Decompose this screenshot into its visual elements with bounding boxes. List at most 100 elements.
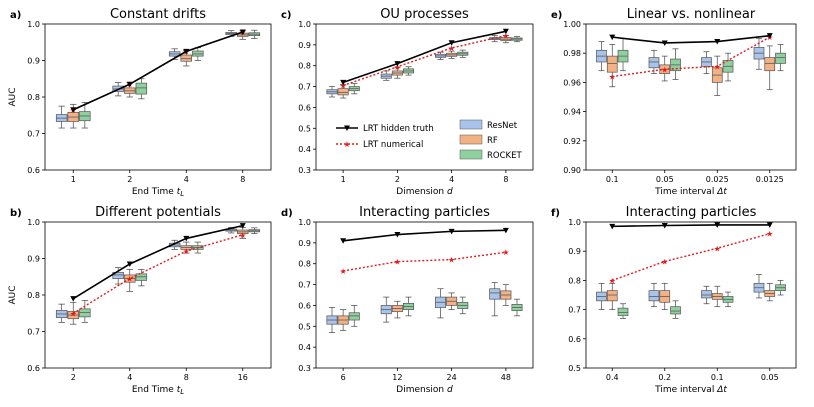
box-rocket (348, 83, 360, 95)
x-axis-label-text: Time interval (654, 187, 717, 197)
y-tick-label: 0.3 (298, 166, 311, 175)
legend-label-rf: RF (487, 136, 498, 146)
x-tick-label: 2 (71, 373, 76, 382)
box-resnet (380, 296, 392, 323)
box-rocket (79, 300, 91, 323)
box-iqr (180, 54, 192, 62)
box-resnet (753, 274, 765, 299)
box-resnet (596, 41, 607, 72)
x-tick-label: 8 (184, 373, 189, 382)
y-tick-label: 0.94 (563, 108, 581, 117)
box-rf (391, 300, 403, 319)
lrt-numerical-point: ★ (183, 247, 190, 256)
y-tick-label: 0.9 (568, 247, 581, 256)
y-tick-label: 0.92 (563, 137, 581, 146)
box-iqr (648, 290, 660, 302)
box-rf (67, 301, 79, 325)
y-tick-label: 1.0 (27, 218, 40, 227)
box-resnet (55, 303, 68, 323)
lrt-hidden-point (502, 227, 509, 234)
x-axis-label: Time interval Δt (654, 187, 727, 197)
x-tick-label: 24 (447, 373, 457, 382)
x-axis-label-text: Dimension (396, 385, 447, 395)
y-tick-label: 0.9 (298, 239, 311, 248)
x-tick-label: 4 (449, 175, 454, 184)
axes-frame (315, 221, 534, 369)
lrt-numerical-line (612, 233, 770, 282)
lrt-hidden-line (342, 30, 507, 84)
lrt-hidden-line (72, 31, 244, 111)
lrt-numerical-line (342, 34, 507, 87)
x-axis-label: End Time tL (132, 385, 184, 396)
y-tick-label: 1.0 (27, 20, 40, 29)
box-resnet (380, 70, 392, 81)
panel-title: Interacting particles (626, 205, 757, 220)
x-axis-label-symbol: Δt (716, 187, 727, 197)
legend-swatch-resnet (459, 119, 483, 130)
panel-title: OU processes (380, 7, 469, 22)
panel-title: Linear vs. nonlinear (627, 7, 756, 22)
box-rocket (617, 38, 629, 72)
panel-label: b) (10, 208, 22, 219)
box-rocket (511, 298, 523, 317)
y-tick-label: 0.6 (298, 103, 311, 112)
x-tick-label: 0.1 (711, 373, 724, 382)
box-rf (124, 269, 136, 292)
y-axis-label: AUC (8, 285, 18, 304)
lrt-numerical-point: ★ (609, 276, 616, 285)
lrt-hidden-point (183, 48, 190, 55)
x-axis-label-symbol: t (177, 385, 181, 395)
box-rocket (775, 280, 786, 296)
axes-frame (585, 221, 797, 369)
box-iqr (606, 290, 618, 302)
box-rocket (722, 291, 734, 308)
x-tick-label: 0.1 (606, 175, 619, 184)
box-rocket (192, 47, 204, 61)
box-rf (764, 282, 776, 302)
lrt-hidden-point (394, 61, 401, 67)
panel-f: 0.5 0.6 0.7 0.8 0.9 1.0 0.4 0.2 0.1 0.05 Interacti… (551, 205, 797, 395)
lrt-hidden-point (239, 29, 246, 36)
lrt-hidden-point (661, 40, 668, 46)
box-resnet (434, 288, 446, 319)
y-tick-label: 0.7 (27, 130, 40, 139)
box-resnet (225, 30, 237, 37)
box-rf (500, 284, 512, 306)
box-iqr (337, 88, 349, 96)
box-resnet (701, 51, 712, 74)
x-tick-label: 8 (240, 175, 245, 184)
lrt-hidden-point (766, 33, 773, 39)
lrt-numerical-point: ★ (714, 62, 721, 71)
panel-label: c) (281, 10, 292, 21)
box-resnet (434, 51, 446, 60)
y-tick-label: 0.7 (27, 328, 40, 337)
legend-label-rocket: ROCKET (487, 151, 522, 161)
x-tick-label: 0.2 (658, 373, 671, 382)
box-rf (659, 282, 671, 310)
y-tick-label: 0.7 (568, 306, 581, 315)
lrt-hidden-point (766, 222, 773, 228)
x-tick-label: 0.05 (761, 373, 779, 382)
box-iqr (348, 312, 360, 321)
axes-frame (44, 23, 272, 171)
box-rf (337, 84, 349, 99)
box-rocket (79, 102, 91, 129)
box-rocket (135, 78, 148, 100)
box-iqr (670, 306, 681, 315)
legend-label-resnet: ResNet (487, 121, 518, 131)
panel-title: Different potentials (95, 205, 221, 220)
panel-c: 0.3 0.4 0.5 0.6 0.7 0.8 0.9 1.0 1 2 4 8 OU processes… (281, 7, 534, 197)
y-tick-label: 0.6 (27, 166, 40, 175)
box-iqr (606, 55, 618, 73)
panel-e: 0.90 0.92 0.94 0.96 0.98 1.00 0.1 0.05 0.025 0.01… (551, 7, 797, 197)
x-axis-label-text: End Time (132, 385, 177, 395)
box-resnet (489, 35, 501, 43)
box-rf (446, 292, 458, 310)
y-tick-label: 0.6 (27, 364, 40, 373)
x-axis-label-subscript: L (180, 388, 184, 396)
axes-frame (315, 23, 534, 171)
x-tick-label: 0.05 (656, 175, 674, 184)
panel-title: Interacting particles (359, 205, 490, 220)
lrt-hidden-line (612, 224, 770, 228)
y-tick-label: 1.0 (298, 218, 311, 227)
